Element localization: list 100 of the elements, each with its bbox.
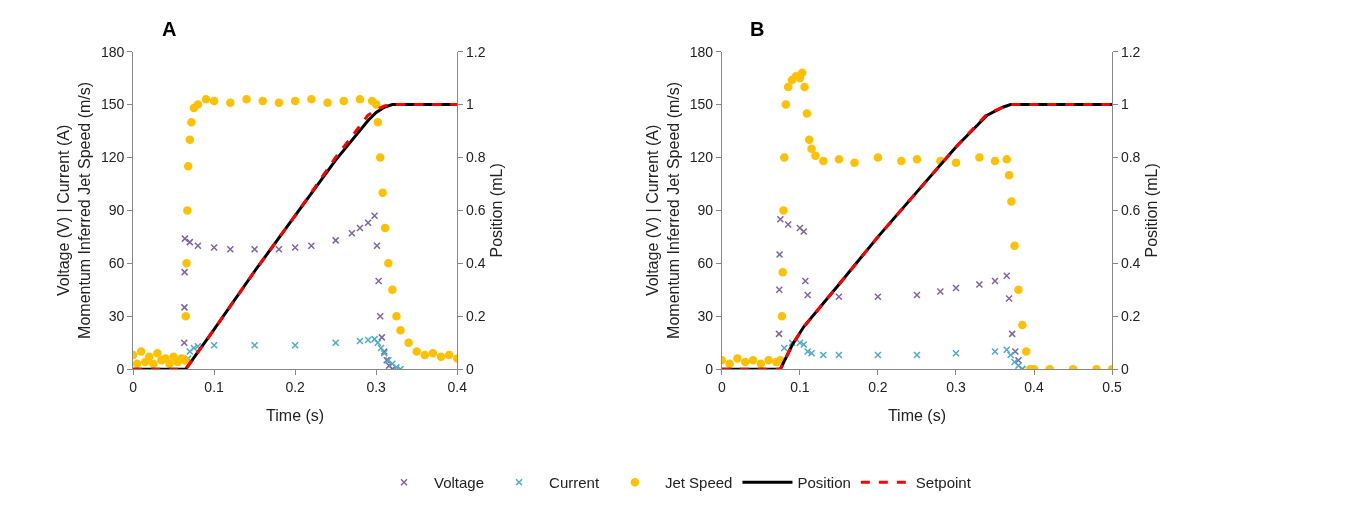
x-tick-label: 0.5 [1102, 378, 1123, 395]
point [913, 351, 921, 359]
legend-label: Voltage [434, 474, 485, 492]
point [376, 312, 384, 320]
point [165, 359, 174, 369]
point [748, 356, 758, 365]
point [897, 156, 906, 166]
point [1014, 361, 1023, 370]
point [133, 359, 142, 369]
y-tick-label: 0 [705, 361, 714, 378]
point [1002, 271, 1011, 280]
point [444, 350, 454, 360]
point [991, 277, 999, 285]
point [380, 223, 390, 233]
point [778, 267, 787, 277]
point [779, 206, 788, 215]
point [193, 100, 203, 109]
point [378, 188, 387, 198]
point [136, 347, 146, 356]
point [274, 98, 284, 108]
point [339, 96, 349, 106]
point [183, 206, 192, 215]
chart-title: B [750, 18, 765, 40]
x-tick-label: 0 [129, 378, 138, 395]
legend-label: Jet Speed [664, 474, 733, 492]
y-tick-label: 30 [697, 308, 714, 325]
point [331, 338, 340, 347]
point [951, 158, 961, 168]
point [990, 156, 1000, 166]
point [1014, 285, 1023, 295]
point [913, 291, 921, 299]
x-tick-label: 0.1 [790, 378, 810, 395]
y-tick-label: 150 [689, 96, 714, 113]
y-tick-label: 60 [108, 255, 125, 272]
point [187, 117, 196, 127]
point [404, 338, 413, 347]
point [1002, 155, 1011, 164]
point [307, 95, 316, 104]
x-axis-title: Time (s) [266, 406, 325, 424]
point [1007, 197, 1016, 206]
point [1004, 170, 1014, 180]
point [1008, 330, 1016, 338]
y2-axis-title: Position (mL) [1143, 163, 1161, 258]
y2-tick-label: 0.4 [1120, 255, 1141, 272]
point [355, 95, 365, 104]
x-axis-title: Time (s) [887, 406, 946, 424]
y2-tick-label: 0.2 [466, 308, 486, 325]
y2-axis-title: Position (mL) [488, 163, 506, 258]
x-tick-label: 0.3 [366, 378, 387, 395]
point [850, 158, 859, 168]
point [226, 98, 235, 108]
point [373, 117, 383, 127]
point [377, 344, 385, 352]
point [807, 144, 816, 153]
y-tick-label: 150 [100, 96, 125, 113]
point [185, 135, 195, 145]
point [180, 356, 190, 365]
point [412, 347, 421, 356]
point [800, 82, 809, 92]
point [290, 96, 300, 106]
chart-title: A [162, 18, 177, 40]
x-tick-label: 0 [717, 378, 726, 395]
point [733, 354, 742, 363]
y-tick-label: 0 [116, 361, 125, 378]
x-tick-label: 0.4 [447, 378, 468, 395]
x-tick-label: 0.2 [285, 378, 306, 395]
point [201, 95, 211, 104]
point [392, 363, 401, 370]
y2-tick-label: 0.8 [466, 149, 486, 166]
point [153, 349, 162, 358]
y2-tick-label: 0 [1120, 361, 1129, 378]
point [1018, 320, 1027, 330]
x-tick-label: 0.3 [946, 378, 966, 395]
y-tick-label: 120 [100, 149, 125, 166]
point [420, 350, 430, 360]
point [804, 135, 814, 145]
point [781, 100, 791, 109]
y2-tick-label: 1.2 [1120, 43, 1141, 60]
legend-label: Current [549, 474, 600, 492]
x-tick-label: 0.4 [1024, 378, 1044, 395]
point [396, 326, 405, 335]
y2-tick-label: 1 [466, 96, 475, 113]
point [180, 338, 189, 347]
point [1010, 241, 1019, 250]
point [384, 259, 393, 268]
point [356, 224, 364, 232]
y2-tick-label: 0.8 [1120, 149, 1141, 166]
y2-tick-label: 1 [1120, 96, 1129, 113]
point [775, 250, 784, 259]
y-tick-label: 120 [689, 149, 714, 166]
point [756, 359, 766, 369]
y-tick-label: 180 [689, 43, 714, 60]
point [180, 303, 189, 312]
point [181, 311, 190, 321]
point [182, 259, 191, 268]
point [975, 153, 984, 162]
point [811, 151, 820, 160]
point [777, 311, 787, 321]
point [392, 311, 401, 321]
y2-tick-label: 0.6 [466, 202, 486, 219]
